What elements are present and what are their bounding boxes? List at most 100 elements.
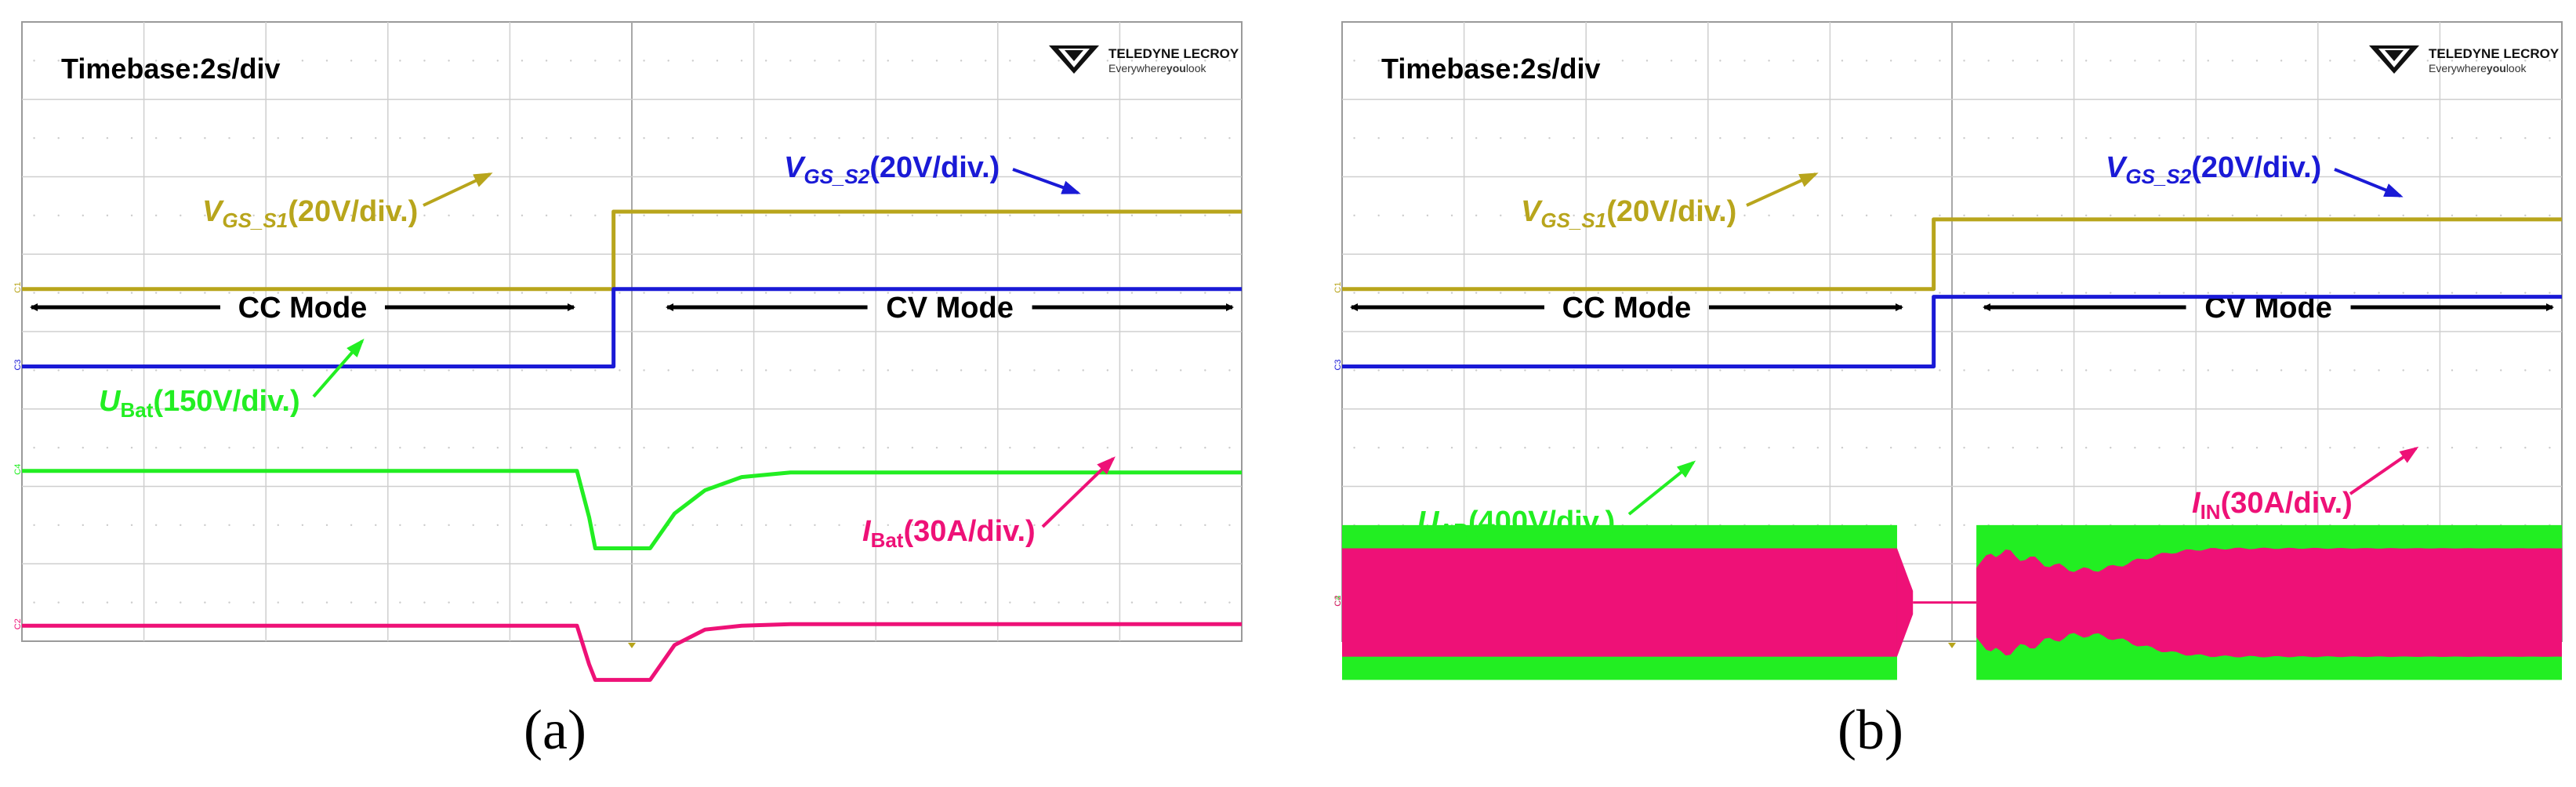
grid-dot xyxy=(814,214,816,217)
grid-dot xyxy=(521,524,524,527)
grid-dot xyxy=(1695,292,1697,294)
grid-dot xyxy=(252,601,255,604)
grid-dot xyxy=(1228,136,1231,140)
grid-dot xyxy=(1155,524,1158,527)
grid-dot xyxy=(1621,60,1624,62)
grid-dot xyxy=(180,136,182,140)
grid-dot xyxy=(1890,369,1892,372)
grid-dot xyxy=(1058,136,1060,140)
grid-dot xyxy=(1180,60,1182,62)
grid-dot xyxy=(667,292,669,294)
grid-dot xyxy=(1155,601,1158,604)
grid-dot xyxy=(57,214,60,217)
grid-dot xyxy=(789,60,792,62)
grid-dot xyxy=(2158,60,2161,62)
envelope-cc xyxy=(1342,548,1897,657)
grid-dot xyxy=(399,136,401,140)
grid-dot xyxy=(399,369,401,372)
grid-dot xyxy=(496,136,499,140)
grid-dot xyxy=(2060,446,2063,449)
grid-dot xyxy=(1228,446,1231,449)
grid-dot xyxy=(716,136,719,140)
grid-dot xyxy=(911,601,914,604)
grid-dot xyxy=(935,292,938,294)
grid-dot xyxy=(1475,446,1478,449)
grid-dot xyxy=(130,292,133,294)
grid-dot xyxy=(2231,369,2234,372)
trace-label-u-ab: UAB(400V/div.) xyxy=(1417,460,1696,542)
grid-dot xyxy=(106,524,109,527)
grid-dot xyxy=(2134,136,2136,140)
scope-grid xyxy=(22,22,1242,641)
grid-dot xyxy=(2012,136,2014,140)
grid-dot xyxy=(716,524,719,527)
grid-dot xyxy=(350,60,353,62)
grid-dot xyxy=(1155,60,1158,62)
grid-dot xyxy=(1009,524,1011,527)
grid-dot xyxy=(1865,446,1868,449)
grid-dot xyxy=(887,369,889,372)
grid-dot xyxy=(496,214,499,217)
grid-dot xyxy=(1009,136,1011,140)
grid-dot xyxy=(252,524,255,527)
grid-dot xyxy=(862,369,865,372)
grid-dot xyxy=(2378,136,2380,140)
grid-dot xyxy=(2182,369,2185,372)
grid-dot xyxy=(1475,214,1478,217)
brand-name: TELEDYNE LECROY xyxy=(2429,46,2560,61)
grid-dot xyxy=(1450,292,1453,294)
grid-dot xyxy=(1963,136,1965,140)
grid-dot xyxy=(2353,214,2356,217)
grid-dot xyxy=(277,446,279,449)
grid-dot xyxy=(1130,446,1134,449)
grid-dot xyxy=(2329,369,2331,372)
grid-dot xyxy=(1890,214,1892,217)
grid-dot xyxy=(130,446,133,449)
grid-dot xyxy=(2012,446,2014,449)
grid-dot xyxy=(2207,136,2209,140)
grid-dot xyxy=(814,369,816,372)
grid-dot xyxy=(1597,446,1599,449)
trace-label-text: VGS_S2(20V/div.) xyxy=(784,151,1000,188)
grid-dot xyxy=(814,136,816,140)
grid-dot xyxy=(496,369,499,372)
grid-dot xyxy=(2426,214,2429,217)
grid-dot xyxy=(1426,136,1429,140)
grid-dot xyxy=(325,214,328,217)
grid-dot xyxy=(1963,524,1965,527)
grid-dot xyxy=(911,292,914,294)
grid-dot xyxy=(2231,292,2234,294)
grid-dot xyxy=(154,601,158,604)
grid-dot xyxy=(1033,446,1036,449)
grid-dot xyxy=(814,601,816,604)
grid-dot xyxy=(2134,369,2136,372)
grid-dot xyxy=(1816,292,1820,294)
grid-dot xyxy=(1841,214,1844,217)
grid-dot xyxy=(2084,369,2088,372)
grid-dot xyxy=(2524,369,2527,372)
grid-dot xyxy=(911,214,914,217)
grid-dot xyxy=(2110,446,2112,449)
grid-dot xyxy=(2182,136,2185,140)
grid-dot xyxy=(1670,60,1673,62)
grid-dot xyxy=(1155,446,1158,449)
grid-dot xyxy=(2158,292,2161,294)
grid-dot xyxy=(1963,369,1965,372)
grid-dot xyxy=(1524,60,1526,62)
grid-dot xyxy=(1402,60,1405,62)
grid-dot xyxy=(1792,369,1794,372)
grid-dot xyxy=(1106,214,1109,217)
grid-dot xyxy=(57,446,60,449)
grid-dot xyxy=(33,292,35,294)
grid-dot xyxy=(350,136,353,140)
grid-dot xyxy=(1841,292,1844,294)
channel-marker: C3 xyxy=(13,359,23,370)
grid-dot xyxy=(1792,60,1794,62)
grid-dot xyxy=(1939,136,1941,140)
trace-v-gs_s1 xyxy=(22,209,1242,292)
grid-dot xyxy=(2329,136,2331,140)
grid-dot xyxy=(301,446,304,449)
grid-dot xyxy=(911,60,914,62)
grid-dot xyxy=(301,601,304,604)
